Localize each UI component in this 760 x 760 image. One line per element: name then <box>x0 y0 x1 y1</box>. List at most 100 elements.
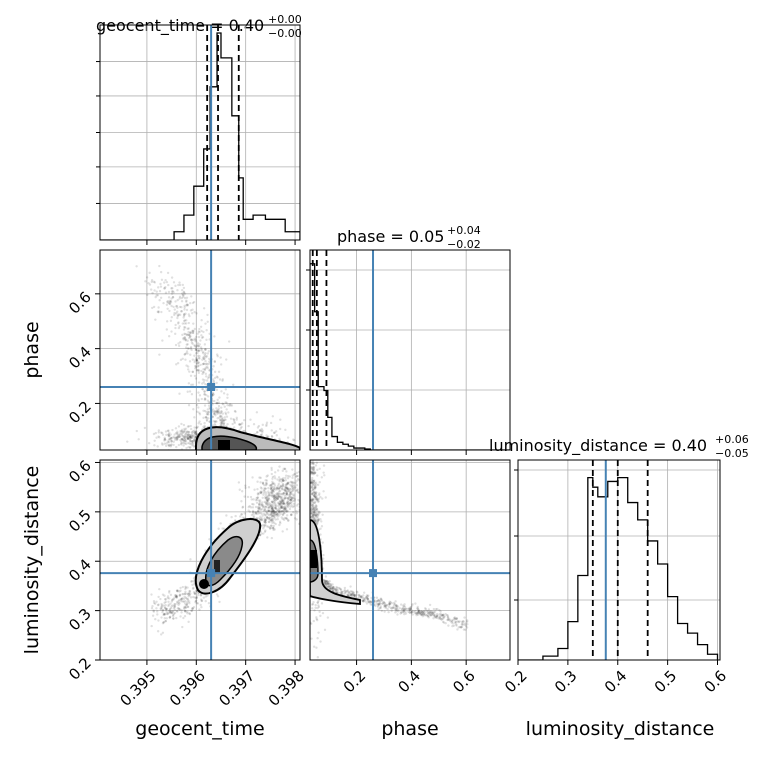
sample-point <box>176 314 179 318</box>
sample-point <box>187 445 190 449</box>
sample-point <box>183 306 186 309</box>
sample-point <box>200 397 203 401</box>
sample-point <box>194 431 198 434</box>
sample-point <box>378 599 382 603</box>
sample-point <box>423 613 427 616</box>
sample-point <box>271 526 275 529</box>
sample-point <box>188 434 192 437</box>
sample-point <box>434 616 437 619</box>
sample-point <box>270 466 273 470</box>
sample-point <box>194 601 197 604</box>
sample-point <box>261 457 263 459</box>
sample-point <box>310 499 313 502</box>
sample-point <box>441 613 445 617</box>
sample-point <box>289 457 291 459</box>
sample-point <box>267 509 270 512</box>
sample-point <box>205 416 208 420</box>
sample-point <box>191 358 195 361</box>
sample-point <box>279 500 282 504</box>
sample-point <box>278 486 282 489</box>
sample-point <box>216 408 219 412</box>
sample-point <box>329 583 333 587</box>
sample-point <box>173 604 176 608</box>
sample-point <box>391 606 394 610</box>
sample-point <box>216 412 219 415</box>
sample-point <box>343 586 347 590</box>
sample-point <box>178 283 182 287</box>
sample-point <box>182 423 186 427</box>
sample-point <box>286 502 290 506</box>
sample-point <box>287 487 290 491</box>
sample-point <box>282 492 285 495</box>
sample-point <box>186 605 189 608</box>
sample-point <box>316 519 320 522</box>
sample-point <box>280 500 284 503</box>
sample-point <box>167 434 170 437</box>
sample-point <box>218 418 222 422</box>
sample-point <box>171 296 175 299</box>
sample-point <box>435 616 438 619</box>
sample-point <box>389 606 393 609</box>
sample-point <box>419 610 423 613</box>
sample-point <box>222 421 226 425</box>
sample-point <box>268 526 271 529</box>
sample-point <box>289 490 292 493</box>
sample-point <box>276 478 279 481</box>
sample-point <box>187 333 190 336</box>
sample-point <box>333 589 336 592</box>
sample-point <box>314 504 318 507</box>
sample-point <box>264 495 267 498</box>
sample-point <box>261 496 264 499</box>
sample-point <box>217 409 220 412</box>
sample-point <box>190 609 194 613</box>
sample-point <box>292 488 295 491</box>
sample-point <box>363 598 367 601</box>
sample-point <box>318 467 321 471</box>
sample-point <box>180 422 183 426</box>
sample-point <box>456 620 460 623</box>
sample-point <box>295 479 298 483</box>
sample-point <box>265 502 268 505</box>
sample-point <box>315 504 318 508</box>
sample-point <box>174 427 178 430</box>
sample-point <box>361 596 364 599</box>
title-phase-plus: +0.04 <box>447 224 481 237</box>
sample-point <box>232 418 235 421</box>
sample-point <box>251 502 254 506</box>
sample-point <box>165 608 168 611</box>
sample-point <box>273 464 275 466</box>
sample-point <box>226 403 229 407</box>
sample-point <box>281 513 284 516</box>
sample-point <box>314 506 317 509</box>
sample-point <box>314 606 317 610</box>
sample-point <box>199 363 202 367</box>
sample-point <box>168 434 171 438</box>
sample-point <box>155 290 158 293</box>
sample-point <box>427 608 431 611</box>
sample-point <box>279 512 282 515</box>
sample-point <box>269 526 273 530</box>
sample-point <box>188 589 191 593</box>
sample-point <box>261 481 265 484</box>
sample-point <box>197 330 201 333</box>
sample-point <box>337 591 340 594</box>
sample-point <box>291 497 294 500</box>
sample-point <box>204 409 207 413</box>
sample-point <box>183 304 186 308</box>
sample-point <box>355 593 358 596</box>
sample-point <box>279 510 283 513</box>
sample-point <box>285 491 288 494</box>
sample-point <box>168 302 172 306</box>
sample-point <box>228 471 230 473</box>
sample-point <box>352 593 355 596</box>
sample-point <box>360 596 363 599</box>
sample-point <box>286 500 289 504</box>
sample-point <box>175 445 178 449</box>
sample-point <box>331 585 335 589</box>
geocent-time-tick-label: 0.397 <box>215 667 258 710</box>
sample-point <box>261 505 265 508</box>
sample-point <box>203 404 207 407</box>
sample-point <box>249 506 253 509</box>
sample-point <box>270 486 273 490</box>
sample-point <box>313 455 315 457</box>
